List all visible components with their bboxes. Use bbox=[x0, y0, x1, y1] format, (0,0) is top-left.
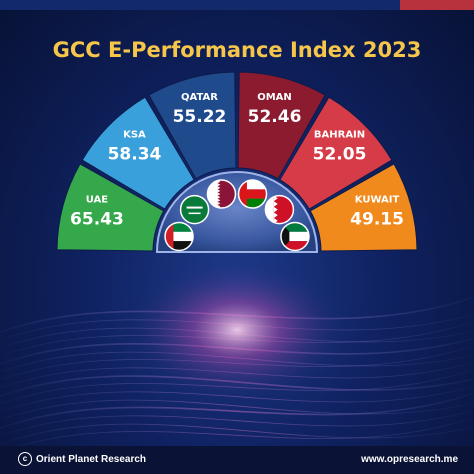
label-oman: OMAN bbox=[257, 92, 292, 103]
fiber-line bbox=[0, 409, 474, 437]
top-bar-blue bbox=[0, 0, 400, 10]
label-bahrain: BAHRAIN bbox=[314, 129, 365, 140]
label-uae: UAE bbox=[86, 194, 109, 205]
value-oman: 52.46 bbox=[248, 107, 302, 127]
segment-uae bbox=[56, 163, 165, 252]
website-link[interactable]: www.opresearch.me bbox=[361, 454, 458, 465]
top-bar-red bbox=[400, 0, 474, 10]
oman-flag-icon bbox=[237, 179, 268, 209]
fiber-line bbox=[0, 416, 474, 453]
ksa-flag-icon bbox=[179, 194, 210, 225]
label-qatar: QATAR bbox=[181, 92, 218, 103]
segment-qatar bbox=[148, 71, 237, 180]
brand-name: Orient Planet Research bbox=[36, 454, 147, 465]
segment-bahrain bbox=[279, 96, 393, 210]
top-bar bbox=[0, 0, 474, 10]
label-kuwait: KUWAIT bbox=[355, 194, 400, 205]
segment-ksa bbox=[81, 96, 195, 210]
brand: c Orient Planet Research bbox=[18, 452, 146, 468]
value-uae: 65.43 bbox=[70, 209, 124, 229]
light-glow bbox=[127, 260, 347, 400]
segment-oman bbox=[237, 71, 326, 180]
value-bahrain: 52.05 bbox=[313, 144, 367, 164]
value-kuwait: 49.15 bbox=[350, 209, 404, 229]
fiber-line bbox=[0, 392, 474, 429]
qatar-flag-icon bbox=[206, 179, 237, 209]
bahrain-flag-icon bbox=[264, 194, 295, 225]
value-ksa: 58.34 bbox=[108, 144, 162, 164]
inner-disk bbox=[155, 171, 319, 253]
fiber-line bbox=[0, 399, 474, 421]
chart-title: GCC E-Performance Index 2023 bbox=[52, 38, 422, 62]
label-ksa: KSA bbox=[123, 129, 146, 140]
fiber-line bbox=[0, 423, 474, 445]
footer: c Orient Planet Research www.opresearch.m… bbox=[0, 446, 474, 474]
uae-flag-icon bbox=[164, 221, 194, 252]
copyright-logo-icon: c bbox=[18, 452, 32, 467]
value-qatar: 55.22 bbox=[173, 107, 227, 127]
kuwait-flag-icon bbox=[280, 221, 310, 252]
segment-kuwait bbox=[309, 163, 418, 252]
